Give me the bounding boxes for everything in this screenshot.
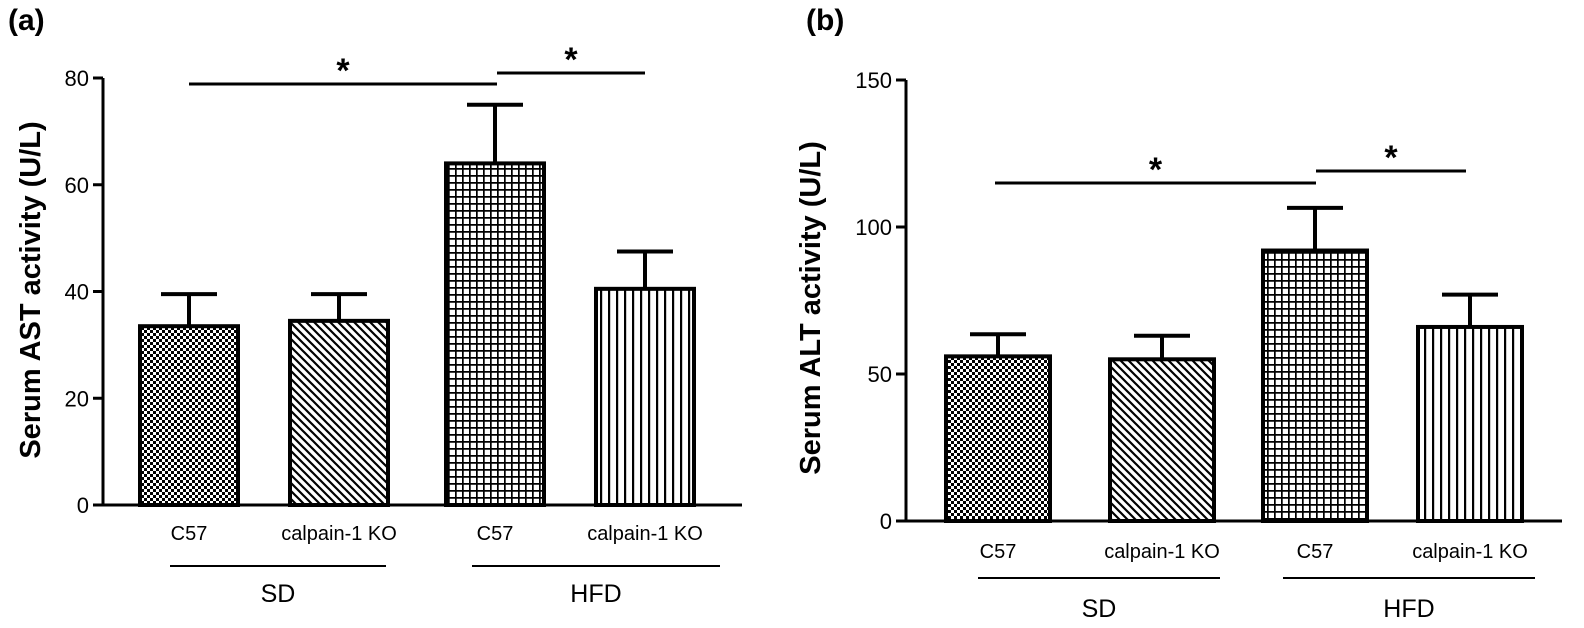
panel-label-b: (b) <box>806 4 844 37</box>
category-label: calpain-1 KO <box>281 523 397 545</box>
y-tick-label: 50 <box>868 362 892 387</box>
bar <box>944 354 1052 523</box>
significance-b: * * <box>995 139 1466 189</box>
category-label: C57 <box>980 541 1017 563</box>
bar <box>1261 248 1369 524</box>
y-tick-label: 0 <box>880 509 892 534</box>
y-tick-label: 80 <box>65 66 89 91</box>
category-label: calpain-1 KO <box>587 523 703 545</box>
significance-star: * <box>1384 139 1398 177</box>
y-ticks-a: 0 20 40 60 80 <box>65 66 103 518</box>
significance-star: * <box>336 52 350 90</box>
significance-a: * * <box>189 41 645 90</box>
category-label: C57 <box>171 523 208 545</box>
bar <box>444 161 546 507</box>
y-tick-label: 40 <box>65 280 89 305</box>
panel-label-a: (a) <box>8 4 45 37</box>
group-label-hfd: HFD <box>570 580 621 608</box>
bar <box>1108 357 1216 523</box>
y-tick-label: 100 <box>855 215 892 240</box>
group-labels-a: SD HFD <box>170 565 720 608</box>
group-label-hfd: HFD <box>1383 595 1434 623</box>
y-tick-label: 20 <box>65 386 89 411</box>
group-label-sd: SD <box>261 580 296 608</box>
category-label: C57 <box>1297 541 1334 563</box>
bar <box>594 286 696 507</box>
group-label-sd: SD <box>1082 595 1117 623</box>
category-label: calpain-1 KO <box>1104 541 1220 563</box>
y-tick-label: 150 <box>855 68 892 93</box>
error-bars-a <box>161 102 673 327</box>
y-axis-label-b: Serum ALT activity (U/L) <box>795 141 827 475</box>
bars-a <box>138 161 696 508</box>
panel-b: (b) Serum ALT activity (U/L) 0 50 100 150 C… <box>795 4 1562 623</box>
significance-star: * <box>1149 151 1163 189</box>
bar <box>138 324 240 507</box>
bar <box>1416 324 1524 523</box>
category-labels-a: C57 calpain-1 KO C57 calpain-1 KO <box>171 523 703 545</box>
y-tick-label: 0 <box>77 493 89 518</box>
category-label: calpain-1 KO <box>1412 541 1528 563</box>
y-ticks-b: 0 50 100 150 <box>855 68 906 534</box>
group-labels-b: SD HFD <box>978 577 1535 623</box>
error-bars-b <box>970 205 1498 360</box>
bar <box>288 318 390 508</box>
y-axis-label-a: Serum AST activity (U/L) <box>15 121 47 458</box>
y-tick-label: 60 <box>65 173 89 198</box>
bars-b <box>944 248 1524 524</box>
significance-star: * <box>564 41 578 79</box>
category-labels-b: C57 calpain-1 KO C57 calpain-1 KO <box>980 541 1528 563</box>
category-label: C57 <box>477 523 514 545</box>
panel-a: (a) Serum AST activity (U/L) 0 20 40 60 80 C… <box>8 4 742 608</box>
